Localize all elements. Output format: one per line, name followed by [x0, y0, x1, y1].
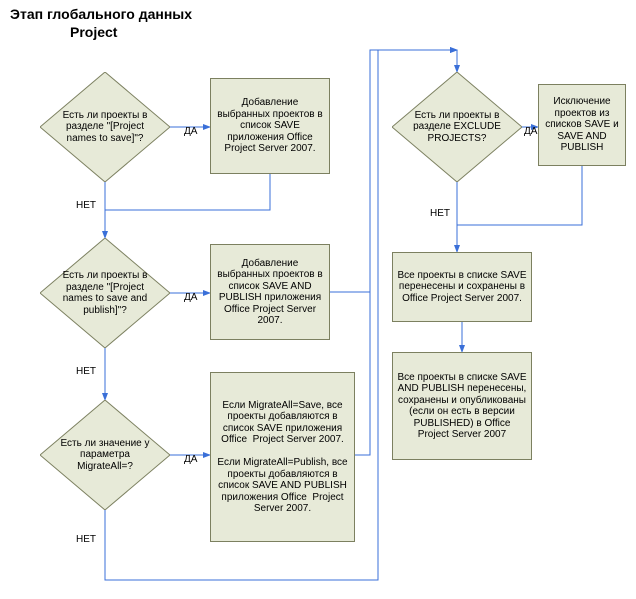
- process-p3: Если MigrateAll=Save, все проекты добавл…: [210, 372, 355, 542]
- edge-label-d3-right: НЕТ: [76, 534, 96, 545]
- edge-label-d1-p1: ДА: [184, 126, 197, 137]
- process-p2: Добавление выбранных проектов в список S…: [210, 244, 330, 340]
- process-p1: Добавление выбранных проектов в список S…: [210, 78, 330, 174]
- process-p4: Исключение проектов из списков SAVE и SA…: [538, 84, 626, 166]
- edge-label-d2-p2: ДА: [184, 292, 197, 303]
- page-title-line2: Project: [70, 24, 117, 40]
- decision-d2: Есть ли проекты в разделе "[Project name…: [40, 238, 170, 348]
- edge-p3-right: [355, 292, 370, 455]
- edge-label-d4-p4: ДА: [524, 126, 537, 137]
- decision-d1: Есть ли проекты в разделе "[Project name…: [40, 72, 170, 182]
- decision-d3: Есть ли значение у параметра MigrateAll=…: [40, 400, 170, 510]
- process-p6: Все проекты в списке SAVE AND PUBLISH пе…: [392, 352, 532, 460]
- edge-label-d4-p5: НЕТ: [430, 208, 450, 219]
- decision-d4: Есть ли проекты в разделе EXCLUDE PROJEC…: [392, 72, 522, 182]
- edge-label-d1-d2: НЕТ: [76, 200, 96, 211]
- process-p5: Все проекты в списке SAVE перенесены и с…: [392, 252, 532, 322]
- edge-label-d3-p3: ДА: [184, 454, 197, 465]
- edge-label-d2-d3: НЕТ: [76, 366, 96, 377]
- page-title-line1: Этап глобального данных: [10, 6, 192, 22]
